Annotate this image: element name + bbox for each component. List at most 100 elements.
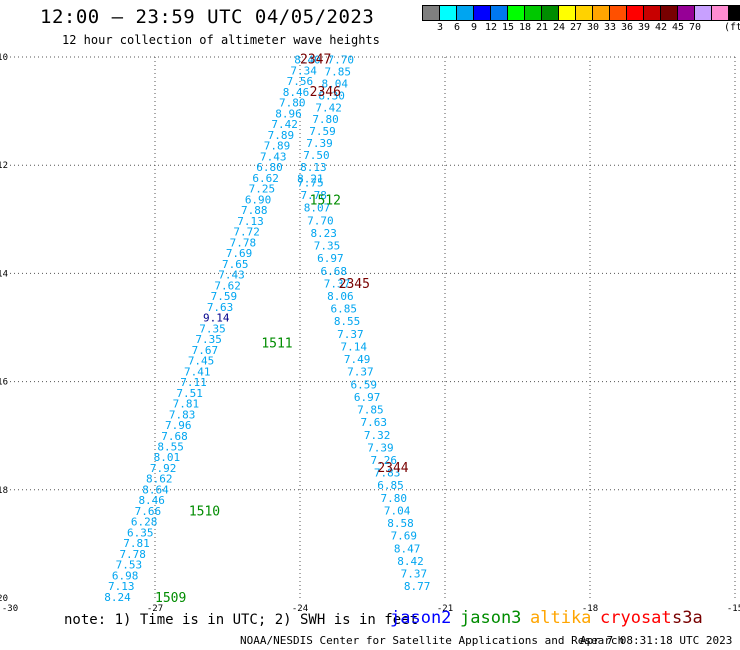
swh-value: 8.47 (394, 542, 421, 555)
footer: NOAA/NESDIS Center for Satellite Applica… (240, 634, 732, 647)
swh-value: 6.62 (252, 172, 279, 185)
swh-value: 7.89 (268, 129, 295, 142)
swh-value: 6.68 (320, 265, 347, 278)
swh-value: 7.34 (290, 64, 317, 77)
swh-value: 6.85 (330, 303, 357, 316)
swh-value: 7.37 (337, 328, 364, 341)
color-scale-label: 15 (501, 22, 515, 33)
swh-value: 7.32 (364, 429, 391, 442)
swh-value: 7.39 (367, 441, 394, 454)
swh-value: 8.62 (146, 473, 173, 486)
color-swatch (423, 6, 440, 20)
swh-value: 7.41 (184, 365, 211, 378)
swh-value: 7.78 (230, 236, 257, 249)
swh-value: 6.98 (112, 569, 138, 582)
swh-value: 6.85 (377, 479, 404, 492)
swh-value: 7.96 (165, 419, 192, 432)
swh-value: 8.40 (294, 54, 321, 67)
swh-value: 7.51 (176, 387, 203, 400)
pass-label: 1512 (310, 193, 341, 208)
x-tick-label: -15 (727, 604, 740, 614)
swh-value: 8.96 (275, 107, 302, 120)
color-scale-label: 30 (586, 22, 600, 33)
color-scale-label: 3 (436, 22, 444, 33)
color-swatch (678, 6, 695, 20)
swh-value: 7.53 (116, 559, 143, 572)
x-tick-label: -27 (147, 604, 163, 614)
color-swatch (525, 6, 542, 20)
swh-value: 7.43 (260, 150, 287, 163)
swh-value: 7.80 (279, 97, 306, 110)
swh-value: 7.68 (161, 430, 188, 443)
footer-credit: NOAA/NESDIS Center for Satellite Applica… (240, 634, 625, 647)
color-swatch (661, 6, 678, 20)
swh-value: 7.35 (314, 240, 341, 253)
swh-value: 7.49 (344, 353, 371, 366)
color-swatch (576, 6, 593, 20)
swh-value: 7.67 (192, 344, 219, 357)
color-swatch (559, 6, 576, 20)
swh-value: 7.81 (173, 398, 200, 411)
color-swatch (712, 6, 729, 20)
swh-value: 7.72 (233, 226, 260, 239)
pass-label: 2344 (377, 461, 408, 476)
swh-value: 7.78 (300, 189, 327, 202)
color-swatch (440, 6, 457, 20)
color-swatch (729, 6, 740, 20)
color-scale-label: 27 (569, 22, 583, 33)
swh-value: 7.42 (271, 118, 298, 131)
color-swatch (457, 6, 474, 20)
color-swatch (508, 6, 525, 20)
legend-entry: jason3 (460, 608, 522, 628)
swh-value: 8.23 (310, 227, 337, 240)
swh-value: 7.81 (123, 537, 149, 550)
swh-value: 6.97 (354, 391, 381, 404)
swh-value: 7.25 (249, 183, 276, 196)
swh-value: 8.06 (327, 290, 354, 303)
swh-value: 8.30 (318, 89, 345, 102)
swh-value: 7.88 (241, 204, 268, 217)
swh-value: 7.83 (169, 408, 196, 421)
pass-label: 2347 (300, 53, 331, 68)
legend-entry: s3a (672, 608, 703, 628)
swh-value: 8.77 (404, 580, 431, 593)
color-scale-label: 36 (620, 22, 634, 33)
swh-value: 7.35 (199, 322, 226, 335)
swh-value: 8.46 (283, 86, 310, 99)
pass-label: 1510 (189, 504, 220, 519)
x-tick-label: -21 (437, 604, 453, 614)
swh-value: 8.07 (304, 202, 331, 215)
y-tick-label: -14 (0, 269, 8, 279)
swh-value: 7.92 (150, 462, 177, 475)
color-scale-label: 9 (470, 22, 478, 33)
swh-value: 6.59 (351, 378, 378, 391)
color-swatch (491, 6, 508, 20)
color-scale-label: 33 (603, 22, 617, 33)
color-scale-label: (ft) (723, 22, 740, 33)
swh-value: 7.11 (180, 376, 207, 389)
color-swatch (593, 6, 610, 20)
y-tick-label: -20 (0, 594, 8, 604)
swh-value: 7.89 (264, 140, 291, 153)
swh-value: 7.80 (312, 113, 339, 126)
swh-value: 7.62 (214, 279, 241, 292)
swh-value: 7.59 (211, 290, 238, 303)
swh-value: 8.01 (154, 451, 181, 464)
swh-value: 8.21 (297, 173, 324, 186)
swh-value: 8.64 (142, 483, 169, 496)
swh-value: 7.43 (218, 269, 245, 282)
swh-value: 7.63 (361, 416, 388, 429)
swh-value: 7.13 (108, 580, 135, 593)
swh-value: 7.69 (391, 530, 418, 543)
swh-value: 7.37 (347, 366, 374, 379)
color-scale-label: 24 (552, 22, 566, 33)
swh-value: 8.42 (397, 555, 424, 568)
pass-label: 1509 (155, 591, 186, 606)
color-scale-label: 70 (688, 22, 702, 33)
swh-value: 7.75 (297, 177, 324, 190)
pass-label: 1511 (261, 337, 292, 352)
color-scale-label: 12 (484, 22, 498, 33)
pass-label: 2346 (310, 85, 341, 100)
color-swatch (474, 6, 491, 20)
color-scale-label: 6 (453, 22, 461, 33)
